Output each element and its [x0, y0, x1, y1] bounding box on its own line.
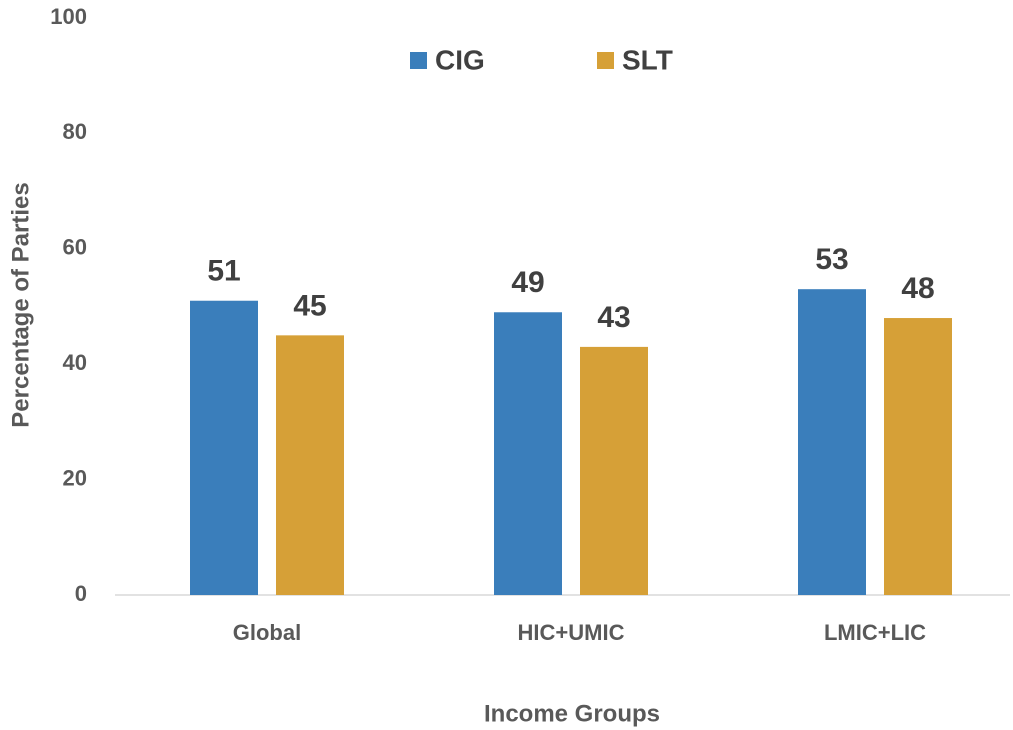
- data-label: 49: [511, 266, 544, 299]
- x-tick-label: LMIC+LIC: [824, 620, 926, 645]
- legend-label: CIG: [435, 44, 485, 75]
- bar: [580, 346, 648, 595]
- legend-swatch: [597, 52, 614, 69]
- bar: [276, 335, 344, 595]
- y-axis-title: Percentage of Parties: [7, 182, 34, 427]
- y-tick-label: 100: [50, 4, 87, 29]
- y-tick-label: 0: [75, 581, 87, 606]
- bar: [884, 318, 952, 595]
- x-tick-label: HIC+UMIC: [518, 620, 625, 645]
- legend-label: SLT: [622, 44, 673, 75]
- x-tick-label: Global: [233, 620, 301, 645]
- legend-swatch: [410, 52, 427, 69]
- y-tick-label: 40: [63, 350, 87, 375]
- data-label: 43: [597, 301, 630, 334]
- bar: [798, 289, 866, 595]
- y-tick-label: 60: [63, 235, 87, 260]
- data-label: 48: [901, 272, 934, 305]
- data-label: 53: [815, 243, 848, 276]
- bar: [494, 312, 562, 595]
- bar: [190, 300, 258, 595]
- data-label: 51: [207, 255, 240, 288]
- y-tick-label: 80: [63, 119, 87, 144]
- x-axis-title: Income Groups: [484, 700, 660, 727]
- y-tick-label: 20: [63, 465, 87, 490]
- data-label: 45: [293, 289, 326, 322]
